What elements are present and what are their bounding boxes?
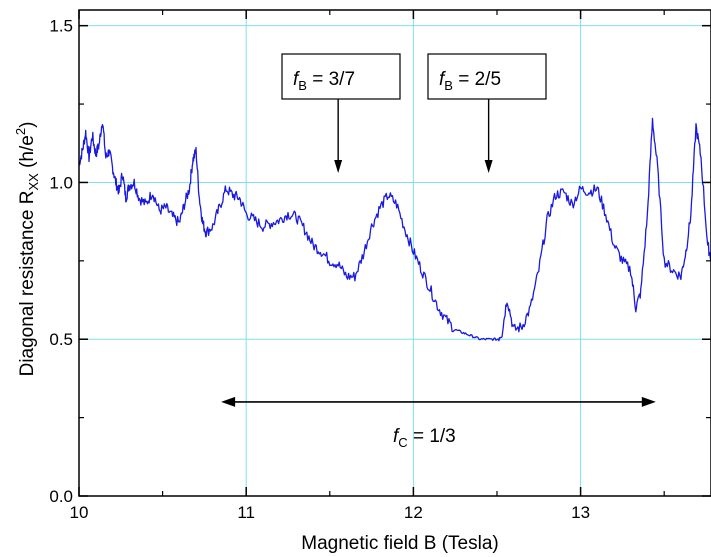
x-tick-label: 13 — [571, 503, 590, 522]
x-tick-label: 12 — [404, 503, 423, 522]
y-tick-label: 1.5 — [49, 17, 73, 36]
annotation-arrow-fb-3-7 — [334, 99, 342, 173]
x-axis-title: Magnetic field B (Tesla) — [301, 533, 498, 554]
y-axis-title-sup: 2 — [13, 128, 28, 135]
y-axis-title-close: ) — [17, 122, 38, 128]
arrow-head — [334, 160, 342, 173]
series-line — [79, 118, 711, 340]
annotation-fb-3-7: fB = 3/7 — [282, 54, 400, 173]
double-arrow-head-left — [221, 397, 235, 407]
y-axis-title-unit: (h/e — [17, 135, 38, 173]
y-tick-label: 0.0 — [49, 487, 73, 506]
annotation-label-fc-1-3: fC = 1/3 — [393, 426, 456, 450]
annotation-fb-2-5: fB = 2/5 — [428, 54, 546, 173]
double-arrow-head-right — [642, 397, 656, 407]
annotation-double-arrow-fc-1-3 — [221, 397, 656, 407]
y-axis-title-sub: XX — [26, 173, 41, 191]
y-axis-title-main: Diagonal resistance R — [17, 191, 38, 377]
x-tick-label: 11 — [237, 503, 255, 522]
annotation-fc-1-3: fC = 1/3 — [221, 397, 656, 450]
y-axis-title: Diagonal resistance RXX (h/e2) — [13, 122, 41, 377]
series-layer — [79, 118, 711, 340]
y-tick-label: 0.5 — [49, 330, 73, 349]
y-tick-label: 1.0 — [49, 173, 73, 192]
annotation-arrow-fb-2-5 — [485, 99, 493, 173]
arrow-head — [485, 160, 493, 173]
